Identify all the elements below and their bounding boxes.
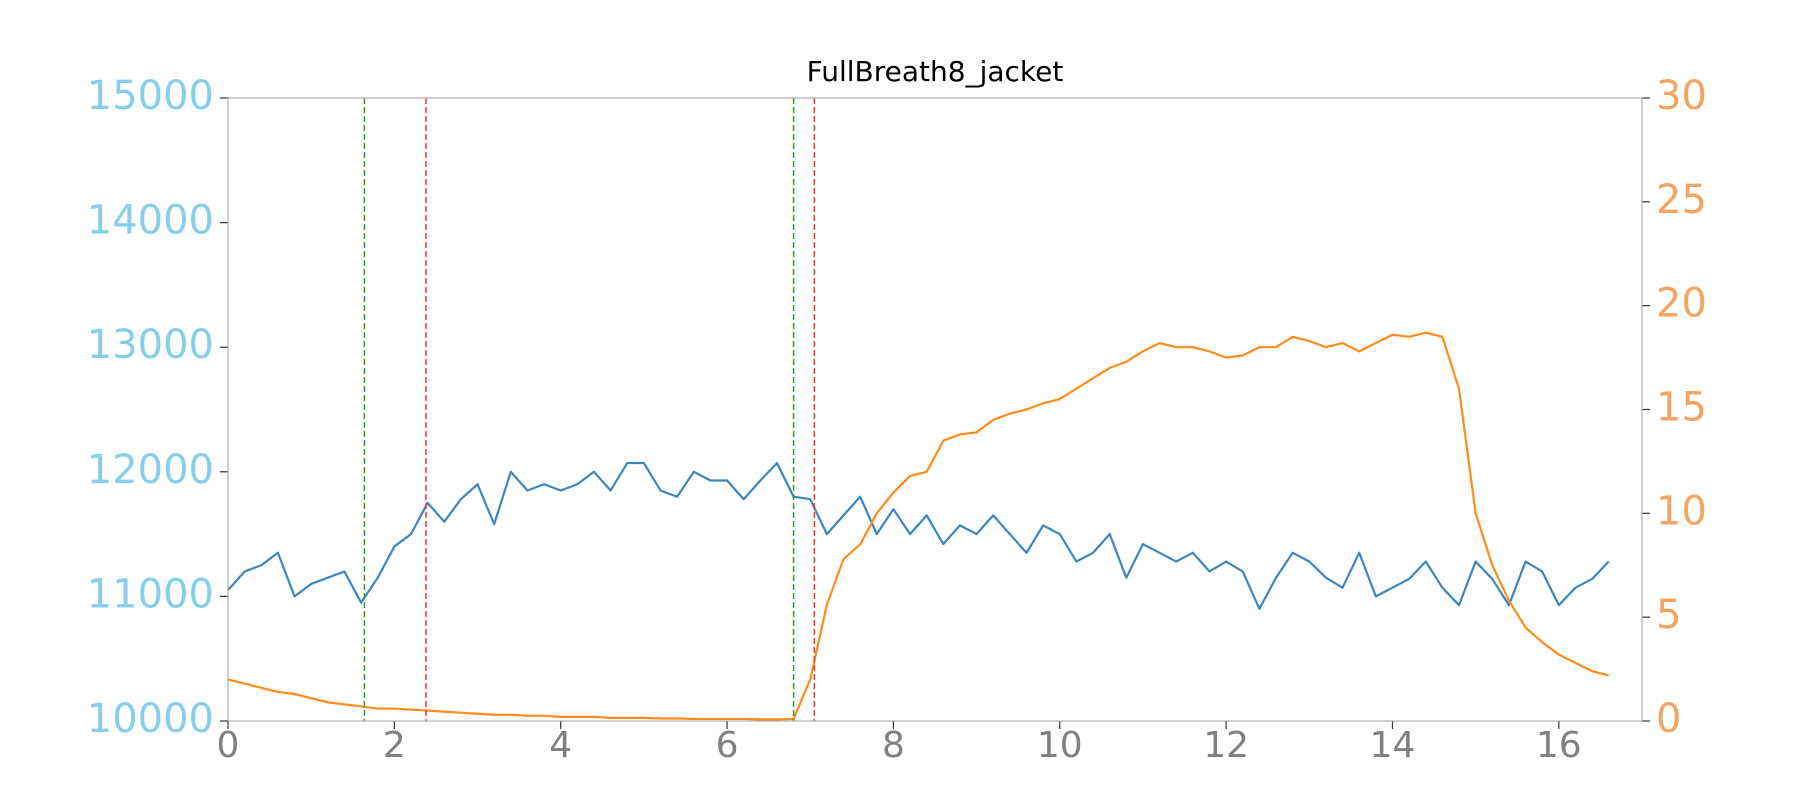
- series-line: [227, 461, 1610, 610]
- y2-tick-label: 10: [1656, 488, 1707, 534]
- x-tick-label: 2: [383, 725, 406, 766]
- plot-frame: [227, 97, 1643, 722]
- y-tick-label: 10000: [87, 696, 214, 742]
- x-tick-label: 14: [1370, 725, 1416, 766]
- y2-tick-label: 5: [1656, 592, 1681, 638]
- x-tick-label: 10: [1037, 725, 1083, 766]
- x-tick-label: 6: [716, 725, 739, 766]
- y2-tick-label: 20: [1656, 281, 1707, 327]
- series-line: [227, 331, 1609, 721]
- y2-tick-label: 15: [1656, 385, 1707, 431]
- x-tick-label: 12: [1203, 725, 1249, 766]
- y-tick-label: 12000: [87, 447, 214, 493]
- y2-tick-label: 0: [1656, 696, 1681, 742]
- x-tick-label: 8: [882, 725, 905, 766]
- x-tick-label: 16: [1536, 725, 1582, 766]
- y-tick-label: 14000: [87, 198, 214, 244]
- y-tick-label: 13000: [87, 322, 214, 368]
- y-tick-label: 11000: [87, 571, 214, 617]
- x-tick-label: 0: [217, 725, 240, 766]
- x-tick-label: 4: [549, 725, 572, 766]
- y2-tick-label: 30: [1656, 73, 1707, 119]
- chart-title: FullBreath8_jacket: [807, 55, 1064, 88]
- y2-tick-label: 25: [1656, 177, 1707, 223]
- y-tick-label: 15000: [87, 73, 214, 119]
